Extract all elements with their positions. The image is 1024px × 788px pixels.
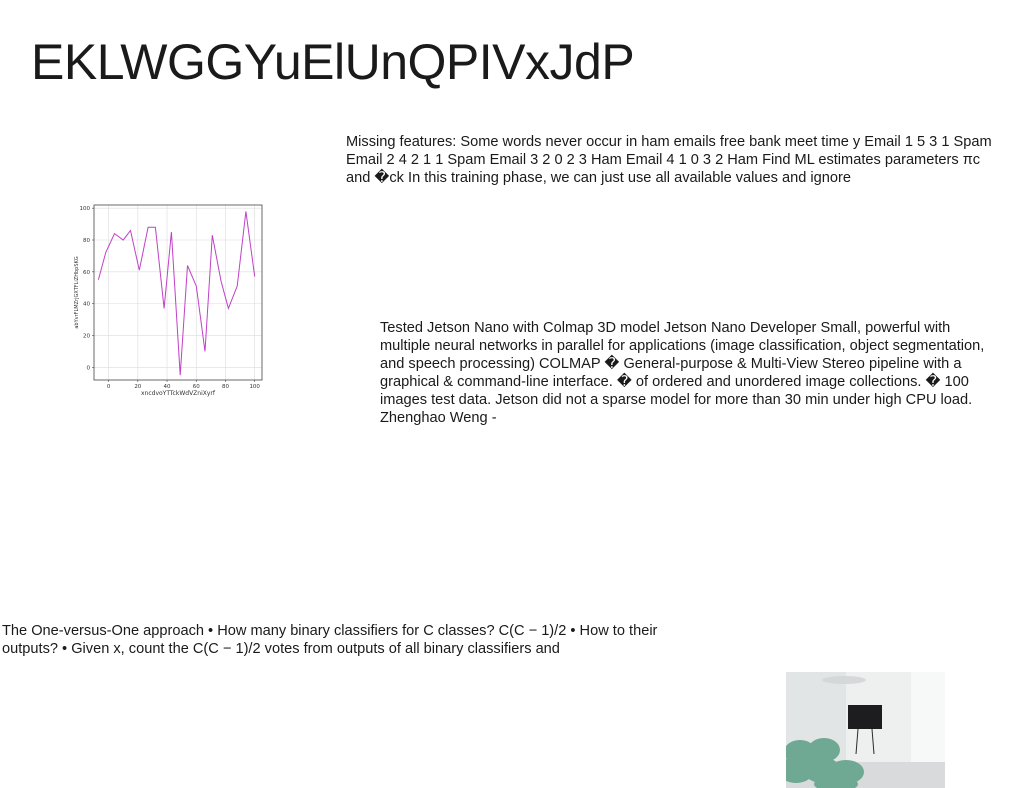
chart-y-tick-label: 60: [83, 270, 90, 276]
chart-x-tick-label: 0: [107, 384, 111, 390]
chart-x-tick-label: 80: [222, 384, 229, 390]
interior-photo-svg: [786, 672, 945, 788]
chart-x-tick-label: 100: [249, 384, 260, 390]
photo-tv: [848, 705, 882, 729]
chart-x-axis-label: xncdvoYTTckWdVZniXyrf: [141, 390, 216, 397]
chart-y-tick-label: 80: [83, 238, 90, 244]
chart-series-line: [97, 211, 256, 376]
photo-ceiling-lamp: [822, 676, 866, 684]
chart-y-tick-label: 100: [80, 206, 91, 212]
chart-y-tick-label: 40: [83, 302, 90, 308]
chart-plot-frame: [93, 204, 263, 381]
chart-y-tick-label: 20: [83, 333, 90, 339]
chart-ticks: 0 20 40 60 80 100 0 20 40 60 80 100: [80, 206, 261, 390]
photo-tv-leg-left: [855, 728, 859, 755]
page-title: EKLWGGYuElUnQPIVxJdP: [31, 34, 635, 90]
line-chart-svg: 0 20 40 60 80 100 0 20 40 60 80 100 xncdvoYTTckWdVZ…: [74, 204, 263, 397]
interior-photo: [786, 672, 945, 788]
paragraph-spam-features: Missing features: Some words never occur…: [346, 134, 992, 186]
chart-y-axis-label: abYvrFLMZrjGXTFLiZHbpSKG: [74, 256, 80, 328]
chart-x-tick-label: 20: [134, 384, 141, 390]
photo-tv-leg-right: [871, 728, 875, 755]
chart-y-tick-label: 0: [87, 365, 91, 371]
line-chart: 0 20 40 60 80 100 0 20 40 60 80 100 xncdvoYTTckWdVZ…: [72, 200, 268, 400]
chart-x-tick-label: 60: [193, 384, 200, 390]
photo-sofa: [786, 738, 864, 788]
paragraph-jetson-colmap: Tested Jetson Nano with Colmap 3D model …: [380, 320, 985, 426]
chart-grid: [94, 205, 262, 380]
chart-x-tick-label: 40: [164, 384, 171, 390]
paragraph-one-vs-one: The One-versus-One approach • How many b…: [2, 623, 658, 657]
